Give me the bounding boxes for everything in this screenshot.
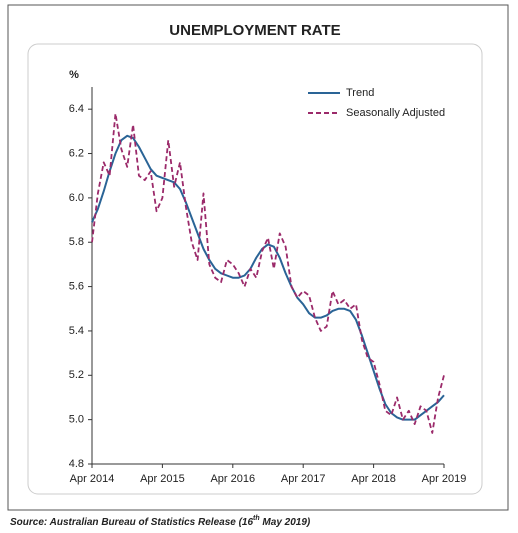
y-tick-label: 5.8 bbox=[69, 236, 84, 248]
y-tick-label: 4.8 bbox=[69, 458, 84, 470]
x-tick-label: Apr 2019 bbox=[422, 473, 467, 485]
y-tick-label: 6.0 bbox=[69, 192, 84, 204]
y-tick-label: 5.6 bbox=[69, 280, 84, 292]
y-tick-label: 5.0 bbox=[69, 414, 84, 426]
source-superscript: th bbox=[253, 515, 260, 522]
legend-label: Trend bbox=[346, 87, 374, 99]
y-tick-label: 5.4 bbox=[69, 325, 84, 337]
y-tick-label: 6.2 bbox=[69, 147, 84, 159]
y-tick-label: 5.2 bbox=[69, 369, 84, 381]
series-line bbox=[91, 112, 445, 434]
x-tick-label: Apr 2014 bbox=[70, 473, 115, 485]
y-axis-label: % bbox=[69, 69, 79, 81]
x-tick-label: Apr 2016 bbox=[210, 473, 255, 485]
source-text: May 2019) bbox=[260, 517, 311, 528]
plot-panel bbox=[27, 43, 483, 495]
legend-label: Seasonally Adjusted bbox=[346, 107, 445, 119]
x-tick-label: Apr 2018 bbox=[351, 473, 396, 485]
source-text: Source: Australian Bureau of Statistics … bbox=[10, 517, 253, 528]
source-note: Source: Australian Bureau of Statistics … bbox=[10, 515, 311, 528]
x-tick-label: Apr 2015 bbox=[140, 473, 185, 485]
y-tick-label: 6.4 bbox=[69, 103, 84, 115]
series-line bbox=[91, 134, 445, 421]
chart-title: UNEMPLOYMENT RATE bbox=[169, 22, 340, 39]
x-tick-label: Apr 2017 bbox=[281, 473, 326, 485]
